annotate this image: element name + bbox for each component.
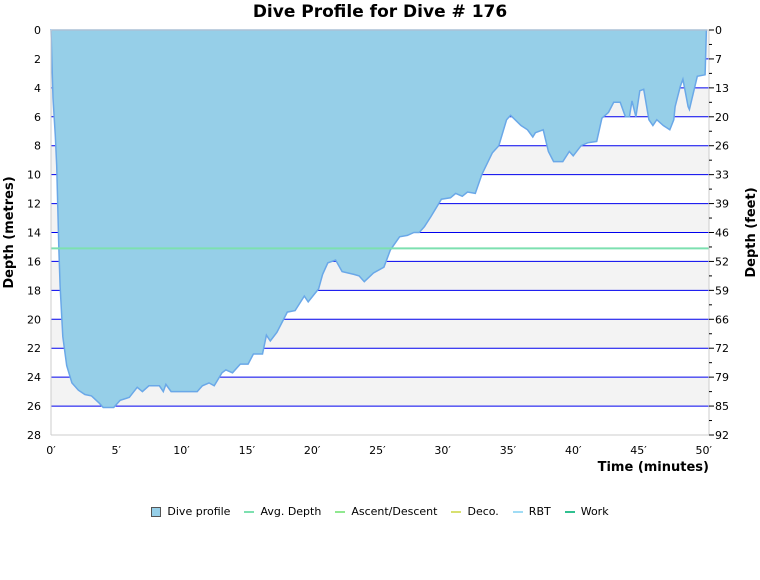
y-right-tick-label: 20 [715, 111, 729, 124]
legend-item[interactable]: RBT [512, 505, 551, 518]
y-axis-label-left: Depth (metres) [2, 176, 17, 288]
legend-item[interactable]: Dive profile [151, 505, 230, 518]
x-tick-label: 50′ [696, 444, 713, 457]
y-right-tick-label: 52 [715, 255, 729, 268]
y-right-tick-label: 92 [715, 429, 729, 442]
legend-label: Ascent/Descent [351, 505, 438, 518]
legend-swatch [335, 510, 346, 513]
y-right-tick-label: 26 [715, 140, 729, 153]
y-right-tick-label: 66 [715, 313, 729, 326]
x-tick-label: 0′ [46, 444, 56, 457]
legend-swatch [244, 510, 255, 513]
y-axis-label-right: Depth (feet) [744, 187, 759, 277]
y-tick-label: 16 [27, 255, 41, 268]
y-tick-label: 24 [27, 371, 41, 384]
chart-title: Dive Profile for Dive # 176 [252, 2, 508, 22]
x-tick-label: 5′ [112, 444, 122, 457]
y-tick-label: 18 [27, 284, 41, 297]
legend-swatch [151, 506, 162, 517]
y-tick-label: 14 [27, 227, 41, 240]
y-right-tick-label: 85 [715, 400, 729, 413]
y-tick-label: 28 [27, 429, 41, 442]
x-tick-label: 15′ [239, 444, 256, 457]
y-tick-label: 26 [27, 400, 41, 413]
x-axis-label: Time (minutes) [598, 460, 709, 475]
y-right-tick-label: 7 [715, 53, 722, 66]
y-tick-label: 20 [27, 313, 41, 326]
x-tick-label: 25′ [369, 444, 386, 457]
legend-item[interactable]: Work [564, 505, 609, 518]
y-tick-label: 22 [27, 342, 41, 355]
legend-item[interactable]: Ascent/Descent [335, 505, 437, 518]
legend-item[interactable]: Deco. [451, 505, 499, 518]
y-right-tick-label: 72 [715, 342, 729, 355]
y-tick-label: 2 [34, 53, 41, 66]
y-right-tick-label: 13 [715, 82, 729, 95]
x-tick-label: 45′ [630, 444, 647, 457]
legend-label: Work [580, 505, 609, 518]
x-tick-label: 40′ [565, 444, 582, 457]
x-tick-label: 10′ [173, 444, 190, 457]
y-right-tick-label: 59 [715, 284, 729, 297]
y-right-tick-label: 39 [715, 198, 729, 211]
dive-profile-area [50, 29, 708, 409]
y-right-tick-label: 79 [715, 371, 729, 384]
y-right-tick-label: 0 [715, 24, 722, 37]
legend-label: RBT [528, 505, 551, 518]
dive-profile-chart: 0246810121416182022242628071320263339465… [2, 24, 759, 475]
y-tick-label: 6 [34, 111, 41, 124]
x-tick-label: 20′ [304, 444, 321, 457]
x-tick-label: 35′ [500, 444, 517, 457]
y-right-tick-label: 33 [715, 169, 729, 182]
legend: Dive profile Avg. Depth Ascent/Descent Deco… [0, 505, 760, 518]
y-tick-label: 8 [34, 140, 41, 153]
y-tick-label: 12 [27, 198, 41, 211]
legend-label: Dive profile [167, 505, 231, 518]
y-tick-label: 10 [27, 169, 41, 182]
y-right-tick-label: 46 [715, 227, 729, 240]
legend-swatch [512, 510, 523, 513]
y-tick-label: 4 [34, 82, 41, 95]
legend-label: Deco. [467, 505, 499, 518]
legend-swatch [451, 510, 462, 513]
x-tick-label: 30′ [434, 444, 451, 457]
legend-item[interactable]: Avg. Depth [244, 505, 321, 518]
legend-swatch [564, 510, 575, 513]
y-tick-label: 0 [34, 24, 41, 37]
legend-label: Avg. Depth [260, 505, 322, 518]
